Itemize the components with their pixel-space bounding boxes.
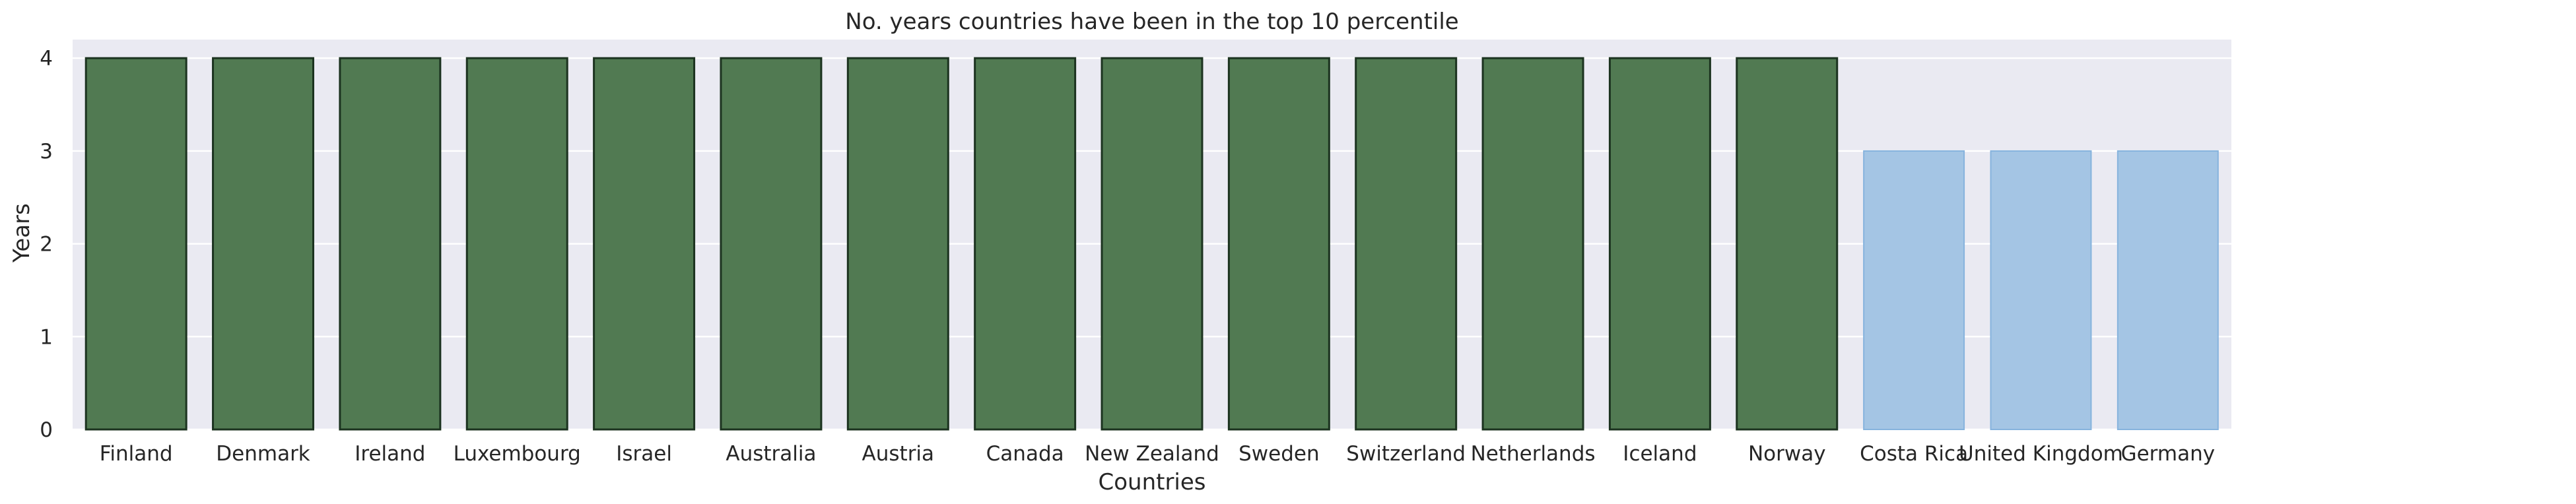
x-tick-label: Norway (1748, 442, 1826, 466)
bar-canada (974, 57, 1077, 431)
x-tick-label: Switzerland (1346, 442, 1466, 466)
x-tick-label: United Kingdom (1959, 442, 2123, 466)
bar-iceland (1608, 57, 1711, 431)
y-tick-label: 2 (40, 233, 53, 257)
y-tick-label: 1 (40, 325, 53, 349)
bars (85, 57, 2219, 431)
bar-sweden (1227, 57, 1330, 431)
bar-united-kingdom (1990, 150, 2092, 430)
y-tick-label: 3 (40, 140, 53, 164)
bar-ireland (339, 57, 442, 431)
x-tick-label: Germany (2121, 442, 2215, 466)
x-axis-label: Countries (1098, 469, 1205, 495)
bar-denmark (212, 57, 315, 431)
x-tick-label: Costa Rica (1860, 442, 1968, 466)
x-tick-label: Israel (616, 442, 672, 466)
x-tick-label: New Zealand (1085, 442, 1219, 466)
bar-luxembourg (465, 57, 568, 431)
chart-title: No. years countries have been in the top… (845, 9, 1458, 35)
bar-switzerland (1355, 57, 1458, 431)
bar-finland (85, 57, 187, 431)
y-axis-label: Years (9, 203, 35, 263)
bar-germany (2117, 150, 2219, 430)
bar-norway (1736, 57, 1839, 431)
x-tick-label: Netherlands (1471, 442, 1596, 466)
bar-australia (720, 57, 823, 431)
x-tick-label: Australia (726, 442, 816, 466)
x-tick-labels: Finland Denmark Ireland Luxembourg Israel Aus… (100, 442, 2215, 466)
bar-costa-rica (1863, 150, 1965, 430)
bar-new-zealand (1101, 57, 1203, 431)
bar-netherlands (1481, 57, 1584, 431)
x-tick-label: Austria (862, 442, 935, 466)
x-tick-label: Ireland (355, 442, 425, 466)
y-tick-label: 0 (40, 418, 53, 442)
bar-israel (593, 57, 696, 431)
x-tick-label: Sweden (1238, 442, 1320, 466)
x-tick-label: Canada (986, 442, 1064, 466)
x-tick-label: Luxembourg (454, 442, 581, 466)
y-tick-labels: 0 1 2 3 4 (40, 47, 53, 442)
bar-austria (846, 57, 949, 431)
y-tick-label: 4 (40, 47, 53, 71)
x-tick-label: Finland (100, 442, 173, 466)
x-tick-label: Denmark (216, 442, 310, 466)
x-tick-label: Iceland (1623, 442, 1697, 466)
